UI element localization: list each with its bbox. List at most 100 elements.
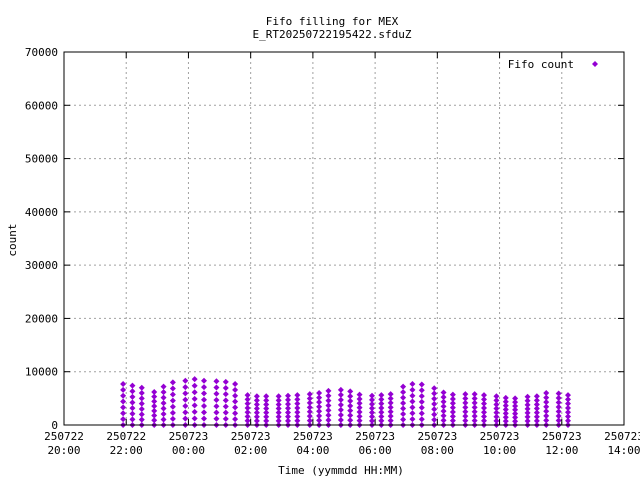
data-point	[169, 397, 176, 404]
data-point	[232, 386, 239, 393]
data-point	[431, 385, 438, 392]
data-point	[481, 404, 487, 411]
data-point	[512, 410, 519, 417]
data-point	[533, 393, 540, 400]
data-point	[160, 394, 167, 401]
data-point	[502, 398, 509, 405]
data-point	[533, 417, 540, 424]
data-point	[543, 394, 550, 401]
data-point	[138, 390, 145, 397]
data-point	[565, 392, 571, 399]
data-point	[440, 403, 447, 410]
data-point	[325, 412, 332, 419]
data-point	[169, 385, 176, 392]
data-point	[543, 403, 550, 410]
x-tick-date-label: 250723	[293, 430, 333, 443]
y-tick-label: 20000	[25, 312, 58, 325]
data-point	[481, 396, 487, 403]
data-point	[191, 402, 198, 409]
x-tick-date-label: 250723	[355, 430, 395, 443]
data-point	[418, 404, 425, 411]
data-point	[565, 404, 571, 411]
y-axis-label: count	[6, 223, 19, 256]
data-point	[471, 413, 478, 420]
data-point	[502, 394, 509, 401]
data-point	[493, 413, 500, 420]
data-point	[337, 406, 344, 413]
data-point	[378, 404, 385, 411]
data-point	[263, 405, 270, 412]
data-point	[462, 399, 469, 406]
data-point	[275, 401, 282, 408]
data-point	[213, 390, 220, 397]
data-point	[337, 396, 344, 403]
data-point	[201, 377, 207, 384]
data-point	[232, 410, 239, 417]
data-point	[129, 393, 136, 400]
x-tick-time-label: 20:00	[47, 444, 80, 457]
data-point	[409, 398, 416, 405]
data-point	[356, 400, 363, 407]
data-point	[222, 415, 229, 422]
data-point	[129, 388, 136, 395]
data-point	[151, 398, 158, 405]
data-point	[481, 413, 487, 420]
data-point	[418, 381, 425, 388]
data-point	[129, 399, 136, 406]
data-point	[201, 384, 207, 391]
x-tick-date-label: 250723	[169, 430, 209, 443]
x-tick-time-label: 02:00	[234, 444, 267, 457]
data-point	[400, 383, 407, 390]
data-point	[253, 405, 260, 412]
data-point	[378, 413, 385, 420]
y-tick-label: 10000	[25, 366, 58, 379]
grid-lines	[64, 52, 624, 425]
data-point	[129, 382, 136, 389]
data-point	[129, 405, 136, 412]
data-point	[285, 401, 291, 408]
data-point	[325, 392, 332, 399]
data-point	[431, 411, 438, 418]
data-point	[369, 405, 375, 412]
data-point	[306, 395, 313, 402]
data-point	[409, 386, 416, 393]
data-point	[543, 417, 550, 424]
data-point	[449, 408, 456, 415]
x-tick-time-label: 14:00	[607, 444, 640, 457]
data-point	[232, 392, 239, 399]
data-point	[294, 396, 301, 403]
data-point	[462, 417, 469, 424]
data-point	[462, 413, 469, 420]
data-point	[502, 418, 509, 425]
data-point	[555, 395, 562, 402]
data-point	[409, 404, 416, 411]
data-point	[431, 395, 438, 402]
data-point	[524, 405, 531, 412]
data-point	[244, 404, 251, 411]
data-point	[182, 396, 189, 403]
data-point	[138, 411, 145, 418]
data-point	[151, 403, 158, 410]
data-point	[316, 408, 323, 415]
data-point	[512, 402, 519, 409]
x-tick-date-label: 250723	[542, 430, 582, 443]
data-point	[502, 410, 509, 417]
data-point	[449, 417, 456, 424]
data-point	[285, 417, 291, 424]
data-point	[431, 416, 438, 423]
x-tick-date-label: 250723	[417, 430, 457, 443]
data-point	[409, 410, 416, 417]
data-point	[232, 416, 239, 423]
data-point	[222, 385, 229, 392]
y-tick-label: 30000	[25, 259, 58, 272]
data-point	[120, 398, 127, 405]
data-point	[306, 391, 313, 398]
data-point	[369, 392, 375, 399]
data-point	[449, 395, 456, 402]
y-tick-label: 60000	[25, 99, 58, 112]
data-point	[356, 395, 363, 402]
data-point	[325, 397, 332, 404]
data-point	[244, 392, 251, 399]
data-point	[325, 417, 332, 424]
x-tick-date-label: 250723	[604, 430, 640, 443]
